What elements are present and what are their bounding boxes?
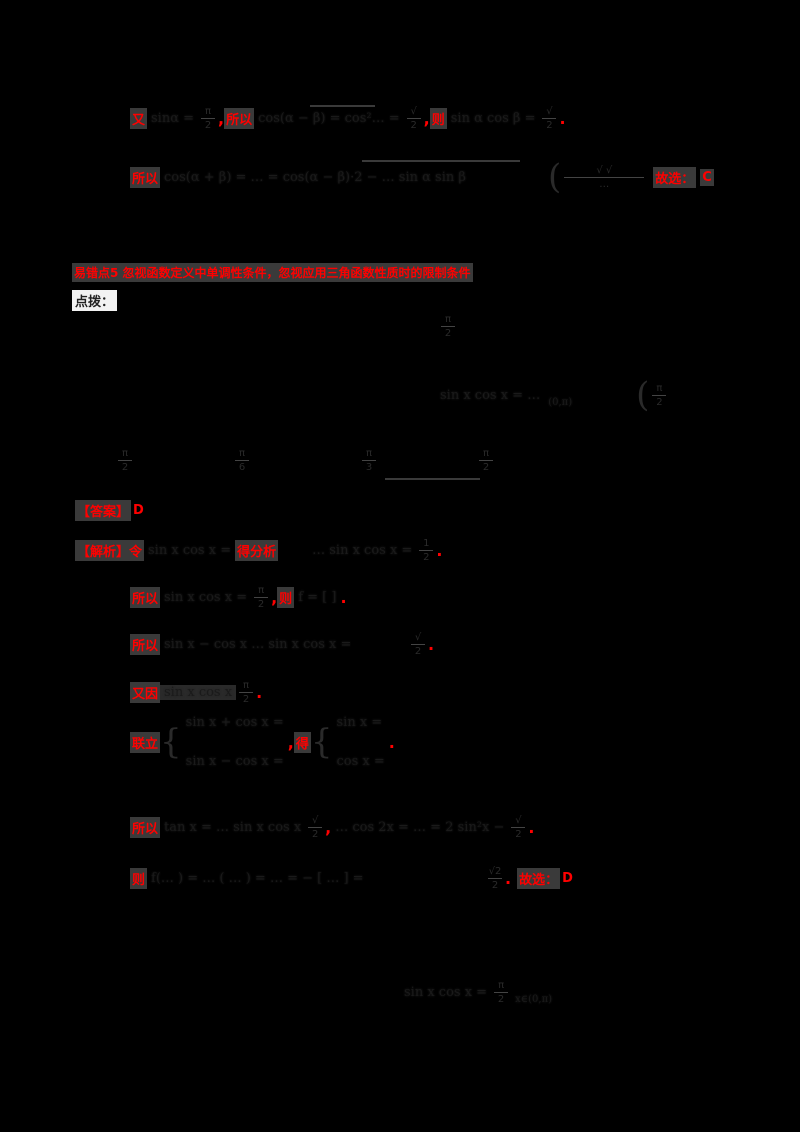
sqrt-overline [362, 160, 520, 162]
answer-value: D [562, 871, 573, 886]
label-so: 所以 [130, 166, 161, 188]
section-title: 易错点5 忽视函数定义中单调性条件，忽视应用三角函数性质时的限制条件 [72, 263, 473, 282]
label-then: 则 [429, 108, 447, 129]
math-expr: sin α cos β = [450, 111, 536, 126]
step-5: 所以 tan x = … sin x cos x √ 2 , … cos 2x =… [130, 815, 535, 840]
section-title-text: 易错点5 忽视函数定义中单调性条件，忽视应用三角函数性质时的限制条件 [72, 263, 473, 282]
step-4: 联立 { sin x + cos x = sin x − cos x = , 得… [130, 715, 395, 769]
analysis-line: 【解析】令 sin x cos x = 得分析 … sin x cos x = … [75, 538, 443, 563]
fraction: √ √… [564, 165, 645, 190]
block1-line2: 所以 cos(α + β) = … = cos(α − β)·2 − … sin… [130, 157, 714, 197]
hint-label: 点拨： [72, 290, 118, 311]
answer-value: C [700, 168, 714, 186]
fraction: √ 2 [542, 106, 557, 131]
math-expr: sinα = [151, 111, 195, 126]
conclusion-label: 故选： [517, 868, 561, 889]
label-also: 又 [130, 108, 148, 129]
final-line: 则 f(… ) = … ( … ) = … = − [ … ] = √2 2 . … [130, 866, 573, 891]
conclusion-label: 故选： [653, 166, 697, 188]
analysis-label: 【解析】令 [75, 540, 145, 561]
answer-value: D [133, 503, 144, 518]
answer-label: 【答案】 [75, 500, 132, 521]
step-2: 所以 sin x − cos x … sin x cos x = √ 2 . [130, 632, 435, 657]
sqrt-overline [310, 105, 375, 107]
math-expr: cos(α − β) = cos²… = [258, 111, 400, 126]
fraction: √ 2 [406, 106, 421, 131]
label-so: 所以 [224, 108, 255, 129]
math-expr: cos(α + β) = … = cos(α − β)·2 − … sin α … [164, 169, 466, 185]
range-bar [385, 478, 480, 480]
answer-line: 【答案】 D [75, 500, 146, 521]
